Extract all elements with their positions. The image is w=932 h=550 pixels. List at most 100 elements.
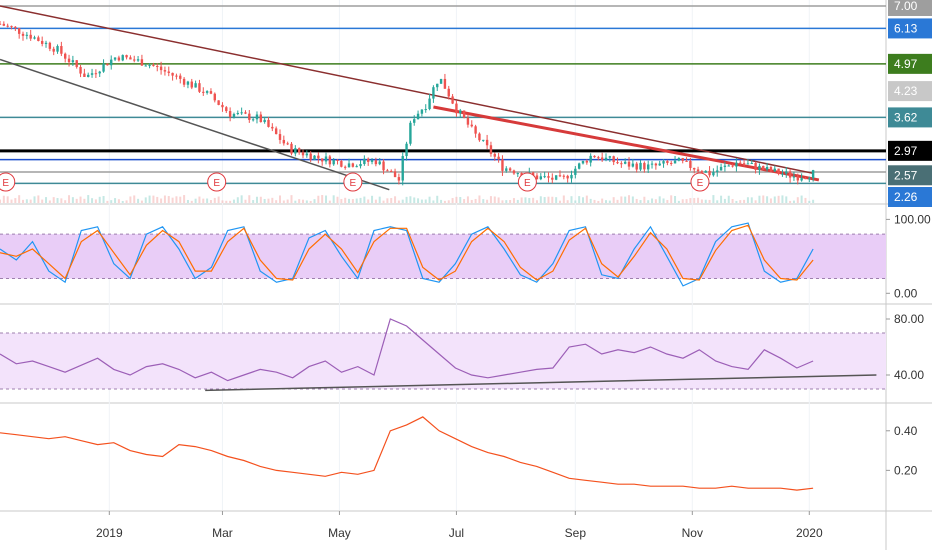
- volume-bar: [144, 197, 147, 203]
- volume-bar: [605, 200, 608, 203]
- volume-bar: [152, 195, 155, 203]
- candle-body: [221, 104, 224, 108]
- stochastic-series-line: [0, 224, 814, 281]
- volume-bar: [68, 195, 71, 203]
- price-tag-label: 3.62: [894, 110, 918, 124]
- candle-body: [597, 157, 600, 159]
- volume-bar: [378, 196, 381, 203]
- volume-bar: [244, 199, 247, 203]
- candle-body: [646, 164, 650, 170]
- candle-body: [436, 83, 439, 88]
- volume-bar: [424, 199, 427, 203]
- candle-body: [758, 165, 761, 170]
- candle-body: [320, 158, 324, 162]
- candle-body: [44, 42, 48, 44]
- price-tag-label: 6.13: [894, 21, 918, 35]
- candle-body: [363, 158, 366, 165]
- candle-body: [182, 78, 186, 85]
- candle-body: [459, 110, 462, 114]
- candle-body: [340, 161, 343, 167]
- rsi-tick-label: 40.00: [894, 368, 924, 382]
- volume-bar: [294, 200, 297, 203]
- indicator-tick-label: 0.40: [894, 424, 918, 438]
- candle-body: [432, 87, 435, 99]
- candle-body: [343, 166, 347, 168]
- volume-bar: [137, 198, 140, 203]
- earnings-marker-label: E: [697, 178, 704, 189]
- candle-body: [152, 65, 155, 67]
- volume-bar: [332, 195, 335, 203]
- volume-bar: [777, 195, 780, 203]
- volume-bar: [812, 199, 815, 203]
- candle-body: [485, 139, 489, 146]
- candle-body: [466, 117, 470, 125]
- volume-bar: [325, 195, 328, 203]
- volume-bar: [121, 200, 124, 203]
- volume-bar: [497, 197, 500, 203]
- candle-body: [156, 66, 159, 68]
- candle-body: [562, 175, 566, 177]
- volume-bar: [328, 200, 331, 203]
- volume-bar: [417, 198, 420, 203]
- volume-bar: [83, 198, 86, 203]
- volume-bar: [539, 196, 542, 203]
- candle-body: [175, 75, 178, 77]
- volume-bar: [175, 196, 178, 203]
- price-tag-label: 2.57: [894, 168, 918, 182]
- candle-body: [735, 162, 738, 167]
- volume-bar: [140, 200, 143, 203]
- candle-body: [413, 119, 416, 123]
- candle-body: [566, 175, 569, 179]
- candle-body: [136, 59, 140, 61]
- volume-bar: [290, 195, 293, 203]
- volume-bar: [263, 198, 266, 203]
- candle-body: [765, 166, 769, 170]
- volume-bar: [286, 199, 289, 203]
- volume-bar: [302, 199, 305, 203]
- candle-body: [570, 174, 573, 179]
- candle-body: [531, 172, 535, 176]
- price-tag-label: 2.97: [894, 144, 918, 158]
- candle-body: [286, 143, 289, 145]
- candle-body: [673, 160, 677, 164]
- candle-body: [148, 65, 151, 67]
- candle-body: [64, 53, 67, 59]
- candle-body: [451, 96, 454, 104]
- volume-bar: [232, 199, 235, 203]
- earnings-marker-label: E: [2, 178, 9, 189]
- candle-body: [267, 119, 270, 127]
- candle-body: [501, 159, 504, 171]
- volume-bar: [363, 196, 366, 203]
- volume-bar: [624, 196, 627, 203]
- candle-body: [271, 126, 274, 129]
- volume-bar: [183, 195, 186, 203]
- volume-bar: [746, 197, 749, 203]
- volume-bar: [581, 197, 584, 203]
- volume-bar: [658, 196, 661, 203]
- volume-bar: [125, 200, 128, 203]
- candle-body: [225, 107, 228, 112]
- volume-bar: [10, 199, 13, 203]
- candle-body: [29, 34, 32, 39]
- volume-bar: [133, 195, 136, 203]
- candle-body: [516, 173, 519, 175]
- volume-bar: [651, 198, 654, 203]
- volume-bar: [643, 196, 646, 203]
- volume-bar: [367, 199, 370, 203]
- rsi-series-line: [0, 318, 814, 382]
- volume-bar: [735, 200, 738, 203]
- volume-bar: [459, 197, 462, 203]
- volume-bar: [628, 195, 631, 203]
- volume-bar: [148, 195, 151, 203]
- volume-bar: [631, 196, 634, 203]
- volume-bar: [6, 196, 9, 203]
- volume-bar: [432, 200, 435, 203]
- volume-bar: [478, 195, 481, 203]
- candle-body: [539, 176, 543, 180]
- volume-bar: [190, 200, 193, 203]
- candle-body: [278, 134, 282, 140]
- candle-body: [654, 163, 658, 166]
- candle-body: [785, 171, 788, 174]
- candle-body: [144, 65, 147, 67]
